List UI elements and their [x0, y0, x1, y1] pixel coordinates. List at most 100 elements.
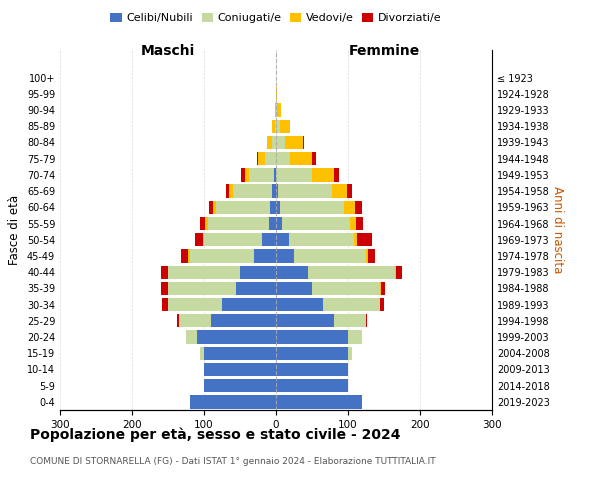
Bar — [278, 184, 332, 198]
Bar — [312, 168, 334, 181]
Bar — [276, 104, 277, 117]
Bar — [344, 200, 355, 214]
Bar — [276, 363, 348, 376]
Bar — [380, 282, 381, 295]
Bar — [204, 233, 262, 246]
Bar — [241, 168, 245, 181]
Bar — [186, 330, 197, 344]
Bar — [348, 346, 352, 360]
Bar — [277, 104, 281, 117]
Bar — [334, 168, 340, 181]
Bar — [196, 233, 203, 246]
Bar — [274, 168, 276, 181]
Bar — [269, 217, 276, 230]
Text: Maschi: Maschi — [141, 44, 195, 58]
Bar — [280, 120, 290, 133]
Bar — [350, 217, 356, 230]
Bar — [179, 314, 211, 328]
Text: Popolazione per età, sesso e stato civile - 2024: Popolazione per età, sesso e stato civil… — [30, 428, 401, 442]
Bar — [272, 184, 276, 198]
Bar — [216, 200, 270, 214]
Bar — [354, 233, 358, 246]
Bar — [205, 217, 208, 230]
Bar — [312, 282, 380, 295]
Bar — [211, 314, 276, 328]
Bar — [276, 168, 312, 181]
Bar — [356, 217, 363, 230]
Bar — [348, 330, 362, 344]
Bar — [276, 250, 294, 262]
Bar — [276, 136, 284, 149]
Bar — [233, 184, 272, 198]
Bar — [289, 233, 354, 246]
Bar — [209, 200, 212, 214]
Bar — [208, 217, 269, 230]
Bar — [282, 217, 350, 230]
Bar — [355, 200, 362, 214]
Text: COMUNE DI STORNARELLA (FG) - Dati ISTAT 1° gennaio 2024 - Elaborazione TUTTITALI: COMUNE DI STORNARELLA (FG) - Dati ISTAT … — [30, 458, 436, 466]
Bar — [204, 379, 276, 392]
Bar — [284, 136, 302, 149]
Bar — [334, 314, 366, 328]
Bar — [395, 266, 396, 279]
Bar — [265, 152, 276, 166]
Bar — [308, 266, 395, 279]
Bar — [276, 314, 334, 328]
Bar — [276, 120, 280, 133]
Bar — [190, 395, 276, 408]
Bar — [203, 233, 204, 246]
Bar — [302, 136, 304, 149]
Bar — [188, 250, 190, 262]
Bar — [276, 87, 277, 101]
Bar — [276, 217, 282, 230]
Bar — [272, 136, 276, 149]
Bar — [248, 168, 274, 181]
Bar — [266, 136, 272, 149]
Bar — [258, 152, 265, 166]
Bar — [257, 152, 258, 166]
Bar — [276, 200, 280, 214]
Bar — [276, 152, 290, 166]
Y-axis label: Anni di nascita: Anni di nascita — [551, 186, 563, 274]
Bar — [168, 298, 222, 311]
Bar — [168, 282, 236, 295]
Bar — [240, 266, 276, 279]
Bar — [276, 282, 312, 295]
Bar — [168, 266, 240, 279]
Bar — [270, 200, 276, 214]
Legend: Celibi/Nubili, Coniugati/e, Vedovi/e, Divorziati/e: Celibi/Nubili, Coniugati/e, Vedovi/e, Di… — [106, 8, 446, 28]
Bar — [276, 266, 308, 279]
Bar — [275, 104, 276, 117]
Bar — [226, 184, 229, 198]
Bar — [276, 379, 348, 392]
Bar — [181, 250, 188, 262]
Bar — [245, 168, 248, 181]
Bar — [381, 282, 385, 295]
Bar — [176, 314, 179, 328]
Bar — [366, 314, 367, 328]
Bar — [275, 120, 276, 133]
Bar — [229, 184, 233, 198]
Bar — [294, 250, 366, 262]
Bar — [276, 233, 289, 246]
Bar — [200, 217, 205, 230]
Bar — [396, 266, 402, 279]
Bar — [204, 363, 276, 376]
Bar — [236, 282, 276, 295]
Bar — [368, 250, 376, 262]
Bar — [190, 250, 254, 262]
Bar — [380, 298, 384, 311]
Bar — [200, 346, 204, 360]
Bar — [212, 200, 216, 214]
Bar — [161, 266, 168, 279]
Bar — [280, 200, 344, 214]
Bar — [366, 250, 368, 262]
Bar — [272, 120, 275, 133]
Bar — [204, 346, 276, 360]
Bar — [332, 184, 347, 198]
Bar — [347, 184, 352, 198]
Bar — [290, 152, 312, 166]
Bar — [276, 395, 362, 408]
Bar — [222, 298, 276, 311]
Bar — [197, 330, 276, 344]
